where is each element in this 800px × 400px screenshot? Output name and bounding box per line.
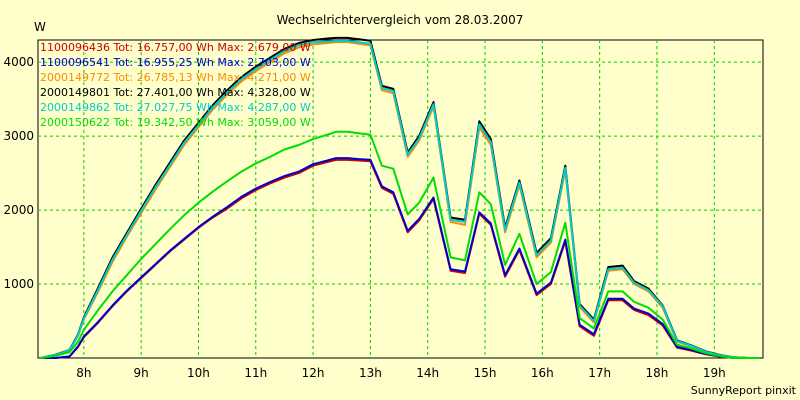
x-tick-label: 14h [416, 366, 439, 380]
x-tick-label: 15h [474, 366, 497, 380]
series-line-2 [40, 157, 761, 359]
series-line-3 [40, 41, 761, 359]
legend-entry-3: 2000149772 Tot: 26.785,13 Wh Max: 4.271,… [40, 71, 311, 84]
y-tick-label: 1000 [3, 277, 34, 291]
x-tick-label: 16h [531, 366, 554, 380]
legend-entry-2: 1100096541 Tot: 16.955,25 Wh Max: 2.703,… [40, 56, 311, 69]
series-line-4 [40, 36, 761, 359]
y-axis-unit: W [34, 20, 46, 34]
x-tick-label: 11h [244, 366, 267, 380]
grid [38, 40, 763, 358]
legend-entry-5: 2000149862 Tot: 27.027,75 Wh Max: 4.287,… [40, 101, 311, 114]
x-tick-label: 12h [302, 366, 325, 380]
x-tick-label: 10h [187, 366, 210, 380]
legend: 1100096436 Tot: 16.757,00 Wh Max: 2.679,… [40, 41, 311, 129]
series-line-6 [40, 130, 761, 359]
chart-title: Wechselrichtervergleich vom 28.03.2007 [277, 13, 524, 27]
x-tick-label: 8h [76, 366, 91, 380]
axis-ticks: 8h 9h 10h 11h 12h 13h 14h 15h 16h 17h 18h 19h 1000 20… [3, 55, 725, 380]
legend-entry-6: 2000150622 Tot: 19.342,50 Wh Max: 3.059,… [40, 116, 311, 129]
y-tick-label: 4000 [3, 55, 34, 69]
x-tick-label: 17h [588, 366, 611, 380]
x-tick-label: 18h [646, 366, 669, 380]
legend-entry-4: 2000149801 Tot: 27.401,00 Wh Max: 4.328,… [40, 86, 311, 99]
x-tick-label: 9h [134, 366, 149, 380]
y-tick-label: 2000 [3, 203, 34, 217]
series-lines [40, 36, 761, 359]
footer-credit: SunnyReport pinxit [691, 384, 797, 397]
x-tick-label: 19h [703, 366, 726, 380]
series-line-5 [40, 40, 761, 359]
x-tick-label: 13h [359, 366, 382, 380]
legend-entry-1: 1100096436 Tot: 16.757,00 Wh Max: 2.679,… [40, 41, 311, 54]
y-tick-label: 3000 [3, 129, 34, 143]
